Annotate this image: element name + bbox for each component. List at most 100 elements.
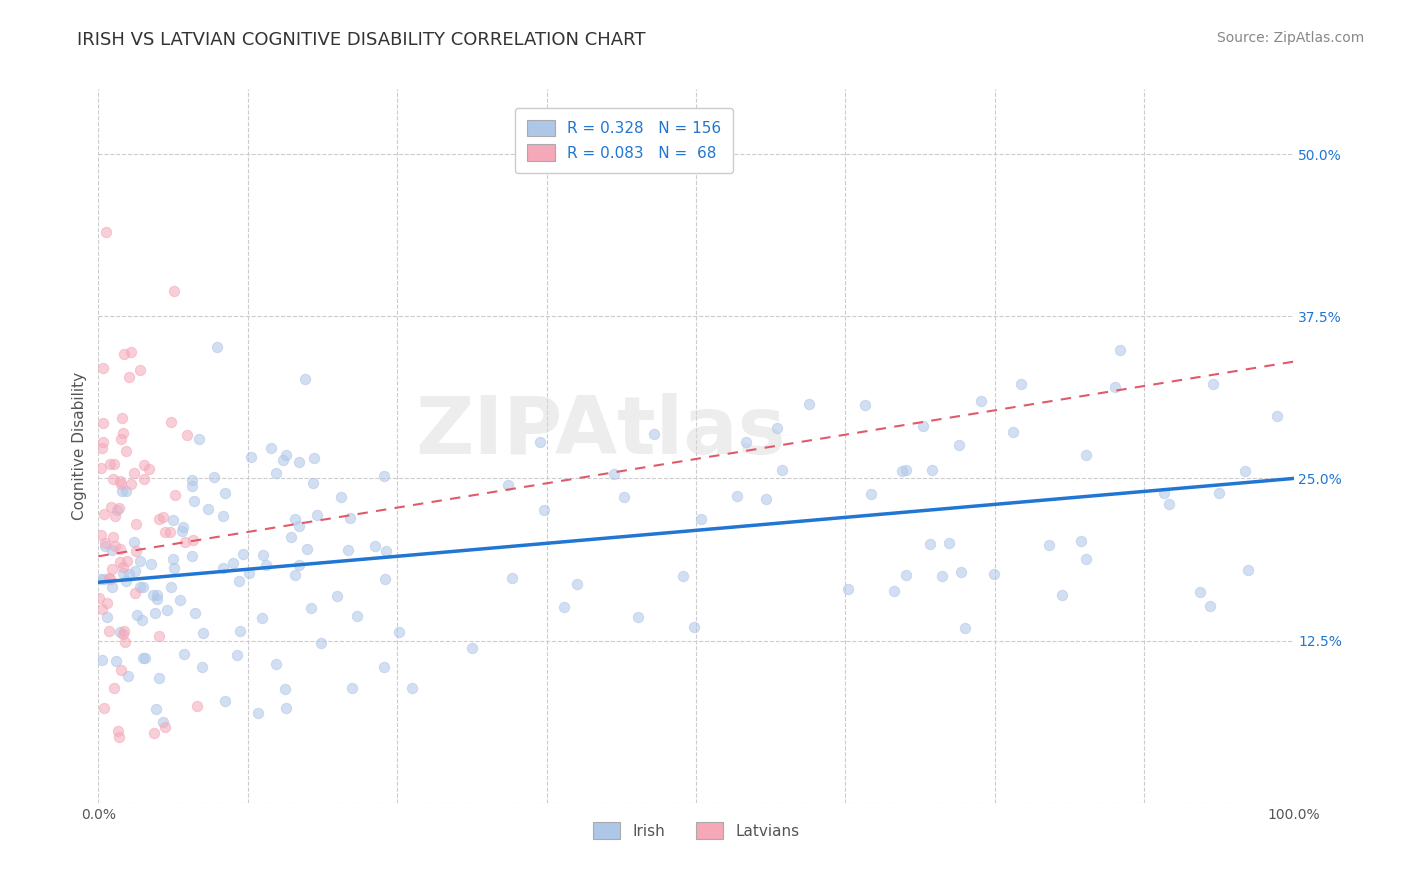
Point (105, 503, 128, 517)
Point (284, 567, 307, 582)
Point (1010, 376, 1032, 391)
Point (1236, 563, 1258, 577)
Point (214, 694, 236, 708)
Point (983, 566, 1005, 581)
Point (117, 669, 139, 683)
Point (96, 610, 118, 624)
Point (132, 580, 155, 594)
Point (214, 486, 236, 500)
Point (108, 555, 131, 569)
Point (627, 610, 650, 624)
Point (100, 500, 122, 515)
Y-axis label: Cognitive Disability: Cognitive Disability (72, 372, 87, 520)
Point (122, 534, 145, 549)
Point (212, 561, 235, 575)
Point (118, 369, 141, 384)
Point (284, 512, 307, 526)
Point (501, 572, 523, 586)
Point (280, 530, 302, 544)
Point (770, 463, 793, 477)
Point (180, 478, 202, 492)
Point (91, 360, 114, 375)
Point (373, 660, 395, 674)
Point (111, 566, 134, 581)
Point (111, 410, 134, 425)
Point (172, 520, 194, 534)
Point (139, 557, 162, 571)
Point (100, 542, 122, 557)
Point (186, 698, 208, 713)
Point (93, 507, 115, 521)
Point (294, 372, 316, 386)
Point (91, 602, 114, 616)
Point (1002, 425, 1025, 440)
Point (190, 660, 212, 674)
Point (299, 601, 322, 615)
Point (1074, 552, 1097, 566)
Point (533, 502, 555, 516)
Point (124, 586, 146, 600)
Point (222, 557, 245, 571)
Point (160, 580, 183, 594)
Point (115, 483, 138, 498)
Point (553, 600, 575, 615)
Point (110, 541, 132, 556)
Point (896, 568, 918, 582)
Point (153, 720, 176, 734)
Point (162, 284, 184, 298)
Point (755, 491, 778, 506)
Point (1070, 533, 1092, 548)
Point (340, 681, 363, 696)
Point (138, 462, 160, 476)
Point (94, 225, 117, 239)
Point (90, 441, 112, 455)
Point (188, 432, 211, 446)
Point (160, 416, 183, 430)
Point (132, 651, 155, 665)
Point (949, 565, 972, 579)
Point (953, 622, 976, 636)
Point (145, 702, 167, 716)
Point (176, 428, 198, 442)
Point (336, 543, 359, 558)
Point (173, 648, 195, 662)
Point (797, 397, 820, 411)
Text: Source: ZipAtlas.com: Source: ZipAtlas.com (1216, 31, 1364, 45)
Point (108, 474, 131, 488)
Point (120, 344, 142, 359)
Point (142, 588, 165, 602)
Point (90, 528, 112, 542)
Point (146, 592, 169, 607)
Point (197, 502, 219, 516)
Point (87, 591, 110, 605)
Point (672, 568, 695, 582)
Point (127, 608, 149, 623)
Point (112, 624, 135, 638)
Point (305, 508, 328, 523)
Point (131, 613, 153, 627)
Point (93, 701, 115, 715)
Point (274, 701, 297, 715)
Point (96, 596, 118, 610)
Point (103, 681, 125, 695)
Point (105, 654, 128, 668)
Point (735, 434, 758, 449)
Point (229, 624, 252, 639)
Point (304, 451, 326, 466)
Point (110, 433, 132, 447)
Point (938, 536, 960, 550)
Point (690, 512, 713, 526)
Point (180, 473, 202, 487)
Point (111, 483, 134, 498)
Point (274, 682, 297, 697)
Point (103, 457, 125, 471)
Point (101, 562, 124, 576)
Point (104, 539, 127, 553)
Point (529, 434, 551, 449)
Point (120, 477, 142, 491)
Point (112, 425, 135, 440)
Text: ZIPAtlas: ZIPAtlas (415, 392, 786, 471)
Point (110, 624, 132, 639)
Point (1159, 497, 1181, 511)
Point (142, 726, 165, 740)
